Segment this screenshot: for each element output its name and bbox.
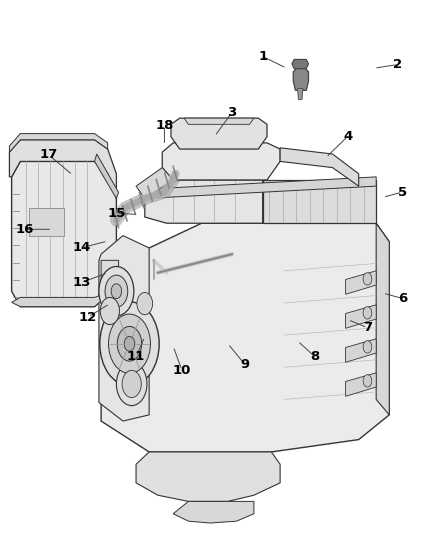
Polygon shape (346, 373, 376, 397)
Polygon shape (12, 161, 117, 306)
Circle shape (363, 341, 372, 353)
Text: 13: 13 (72, 276, 91, 289)
Polygon shape (29, 208, 64, 236)
Polygon shape (346, 305, 376, 328)
Polygon shape (101, 223, 389, 452)
Text: 17: 17 (39, 148, 58, 161)
Polygon shape (293, 68, 308, 90)
Text: 4: 4 (343, 130, 353, 143)
Polygon shape (105, 291, 123, 335)
Circle shape (109, 314, 150, 374)
Text: 12: 12 (79, 311, 97, 324)
Text: 9: 9 (240, 358, 250, 372)
Polygon shape (12, 291, 112, 306)
Circle shape (363, 375, 372, 387)
Polygon shape (99, 236, 149, 421)
Circle shape (137, 293, 152, 314)
Circle shape (117, 362, 147, 406)
Text: 15: 15 (107, 207, 126, 220)
Polygon shape (346, 271, 376, 294)
Text: 5: 5 (398, 185, 407, 199)
Circle shape (363, 306, 372, 319)
Polygon shape (292, 59, 308, 69)
Polygon shape (376, 223, 389, 415)
Text: 6: 6 (398, 292, 407, 305)
Text: 16: 16 (15, 223, 34, 236)
Text: 2: 2 (393, 58, 403, 71)
Polygon shape (95, 154, 119, 198)
Circle shape (100, 302, 159, 386)
Circle shape (100, 297, 120, 325)
Polygon shape (184, 118, 254, 124)
Polygon shape (280, 148, 359, 186)
Polygon shape (10, 140, 117, 198)
Polygon shape (346, 339, 376, 362)
Text: 8: 8 (311, 350, 320, 364)
Text: 18: 18 (155, 119, 173, 132)
Polygon shape (162, 143, 280, 180)
Polygon shape (145, 180, 263, 223)
Text: 14: 14 (72, 241, 91, 254)
Circle shape (122, 370, 141, 398)
Polygon shape (145, 177, 376, 198)
Text: 7: 7 (363, 321, 372, 334)
Circle shape (117, 326, 142, 361)
Circle shape (124, 336, 135, 351)
Polygon shape (136, 452, 280, 502)
Polygon shape (101, 260, 119, 297)
Polygon shape (263, 180, 376, 223)
Text: 10: 10 (173, 364, 191, 377)
Text: 3: 3 (227, 106, 237, 119)
Polygon shape (10, 134, 108, 152)
Text: 11: 11 (127, 350, 145, 364)
Polygon shape (297, 88, 303, 100)
Polygon shape (136, 167, 173, 198)
Circle shape (99, 266, 134, 316)
Circle shape (105, 275, 128, 308)
Polygon shape (171, 118, 267, 149)
Circle shape (111, 284, 122, 298)
Circle shape (363, 273, 372, 285)
Text: 1: 1 (258, 50, 267, 63)
Polygon shape (173, 502, 254, 523)
